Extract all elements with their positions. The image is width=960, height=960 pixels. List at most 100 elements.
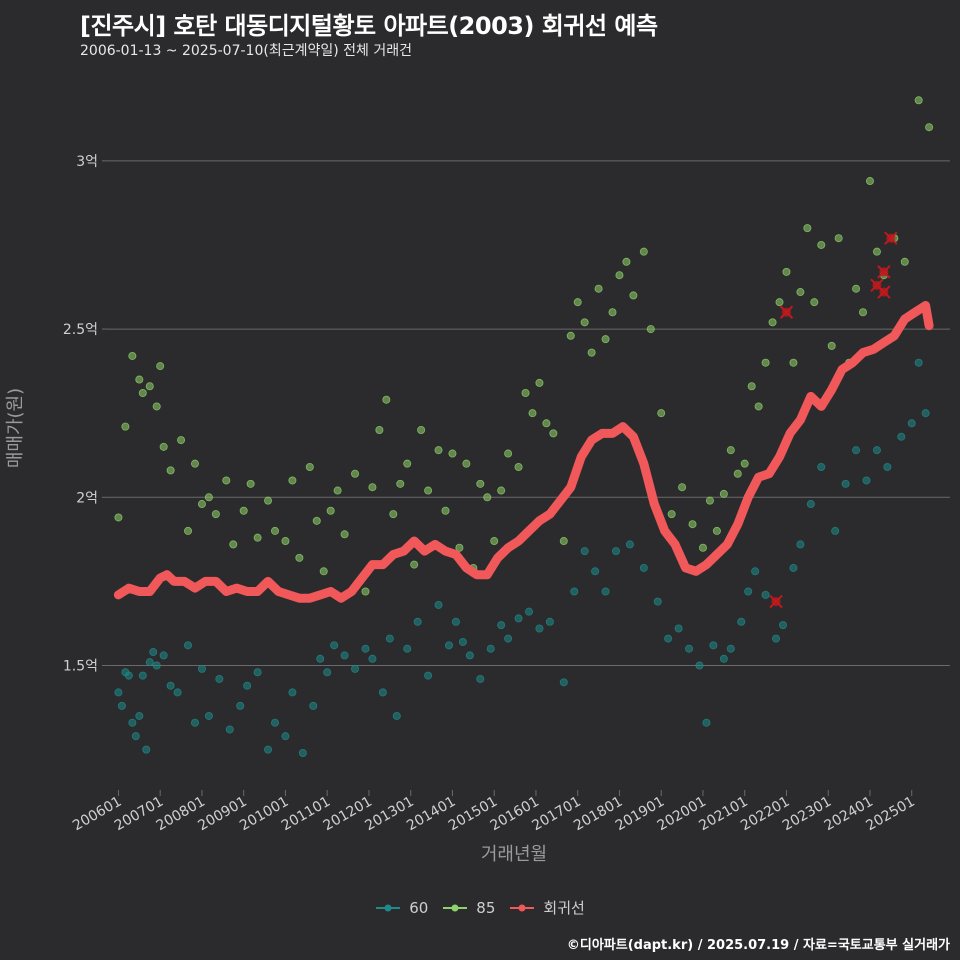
data-point-60: [674, 624, 683, 633]
data-point-60: [611, 547, 620, 556]
data-point-60: [131, 732, 140, 741]
data-point-60: [841, 479, 850, 488]
data-point-60: [570, 587, 579, 596]
data-point-85: [754, 402, 763, 411]
legend-item-regression[interactable]: 회귀선: [509, 897, 585, 918]
legend: 60 85 회귀선: [0, 897, 960, 918]
data-point-60: [361, 644, 370, 653]
data-point-85: [264, 496, 273, 505]
data-point-85: [542, 419, 551, 428]
data-point-60: [184, 641, 193, 650]
data-point-85: [239, 506, 248, 515]
data-point-85: [601, 335, 610, 344]
data-point-60: [761, 590, 770, 599]
data-point-60: [330, 641, 339, 650]
data-point-85: [128, 351, 137, 360]
data-point-60: [789, 563, 798, 572]
data-point-60: [124, 671, 133, 680]
x-tick-label: 202501: [863, 794, 917, 835]
data-point-85: [705, 496, 714, 505]
data-point-60: [142, 745, 151, 754]
data-point-85: [657, 409, 666, 418]
y-tick-label: 1.5억: [63, 659, 98, 675]
data-point-85: [368, 483, 377, 492]
highlight-cross: [779, 305, 794, 319]
data-point-60: [190, 718, 199, 727]
data-point-60: [702, 718, 711, 727]
highlight-marker: [779, 305, 794, 319]
data-point-60: [497, 621, 506, 630]
data-point-60: [535, 624, 544, 633]
data-point-60: [128, 718, 137, 727]
data-point-85: [462, 459, 471, 468]
data-point-85: [803, 224, 812, 233]
data-point-60: [744, 587, 753, 596]
data-point-85: [775, 298, 784, 307]
data-point-60: [271, 718, 280, 727]
highlight-cross: [870, 278, 884, 293]
highlight-cross: [877, 285, 891, 299]
data-point-85: [434, 446, 443, 455]
data-point-85: [559, 537, 568, 546]
data-point-60: [117, 701, 126, 710]
data-point-85: [615, 271, 624, 280]
data-point-85: [733, 469, 742, 478]
data-point-85: [549, 429, 558, 438]
legend-item-60[interactable]: 60: [375, 899, 428, 917]
data-point-60: [351, 664, 360, 673]
data-point-60: [545, 617, 554, 626]
legend-key-60: [376, 904, 401, 911]
data-point-85: [747, 382, 756, 391]
data-point-85: [138, 388, 147, 397]
data-point-60: [921, 409, 930, 418]
legend-item-85[interactable]: 85: [442, 899, 495, 917]
data-point-85: [490, 537, 499, 546]
data-point-85: [190, 459, 199, 468]
data-point-85: [204, 493, 213, 502]
data-point-85: [594, 284, 603, 293]
data-point-60: [204, 711, 213, 720]
data-point-60: [591, 567, 600, 576]
data-point-60: [114, 688, 123, 697]
data-point-85: [455, 543, 464, 552]
data-point-60: [852, 446, 861, 455]
data-point-60: [298, 748, 307, 757]
data-point-85: [326, 506, 335, 515]
data-point-85: [865, 177, 874, 186]
footer-credit: ©디아파트(dapt.kr) / 2025.07.19 / 자료=국토교통부 실…: [566, 938, 950, 953]
data-point-60: [149, 648, 158, 657]
data-point-85: [608, 308, 617, 317]
data-point-85: [521, 388, 530, 397]
data-point-85: [789, 358, 798, 367]
data-point-60: [215, 674, 224, 683]
data-point-60: [486, 644, 495, 653]
data-point-85: [483, 493, 492, 502]
grid-lines: [108, 160, 950, 667]
data-point-60: [253, 668, 262, 677]
data-point-85: [698, 543, 707, 552]
data-point-85: [514, 463, 523, 472]
data-point-85: [852, 284, 861, 293]
data-point-60: [525, 607, 534, 616]
data-point-60: [225, 725, 234, 734]
data-point-60: [476, 674, 485, 683]
data-point-60: [413, 617, 422, 626]
data-point-60: [434, 600, 443, 609]
data-point-85: [667, 510, 676, 519]
data-point-85: [810, 298, 819, 307]
data-point-85: [761, 358, 770, 367]
data-point-60: [695, 661, 704, 670]
legend-label-60: 60: [409, 898, 429, 917]
x-axis-ticks: 2006012007012008012009012010012011012012…: [70, 790, 918, 834]
data-point-60: [883, 463, 892, 472]
data-point-60: [726, 644, 735, 653]
data-point-85: [688, 520, 697, 529]
data-point-85: [305, 463, 314, 472]
data-point-60: [323, 668, 332, 677]
data-point-85: [135, 375, 144, 384]
data-point-85: [535, 378, 544, 387]
data-point-85: [566, 331, 575, 340]
data-point-60: [385, 634, 394, 643]
y-axis-ticks: 1.5억 2억 2.5억 3억: [63, 154, 108, 675]
data-point-85: [177, 436, 186, 445]
